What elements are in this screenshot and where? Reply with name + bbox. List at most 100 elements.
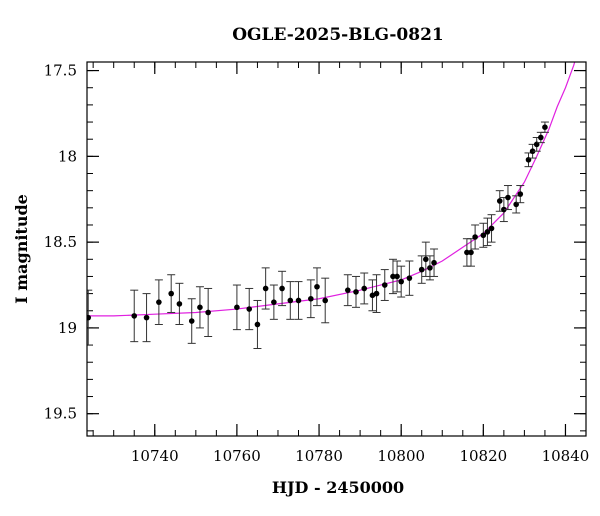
point-marker xyxy=(505,194,511,201)
data-point xyxy=(352,275,361,308)
data-point xyxy=(405,260,414,296)
data-point xyxy=(516,185,525,204)
point-marker xyxy=(168,290,174,297)
x-axis-label: HJD - 2450000 xyxy=(272,478,404,497)
point-marker xyxy=(431,259,437,266)
x-tick-label: 10800 xyxy=(377,447,425,465)
data-point xyxy=(175,282,184,325)
y-tick-label: 18.5 xyxy=(44,233,77,251)
plot-frame xyxy=(86,61,587,437)
data-point xyxy=(195,286,204,329)
point-marker xyxy=(246,306,253,312)
point-marker xyxy=(322,297,329,304)
point-marker xyxy=(464,249,470,256)
point-marker xyxy=(488,225,495,232)
point-marker xyxy=(406,275,413,281)
data-point xyxy=(421,241,430,277)
y-tick-label: 19.5 xyxy=(44,405,77,423)
data-point xyxy=(154,279,163,325)
point-marker xyxy=(262,285,269,292)
data-point xyxy=(130,289,139,343)
point-marker xyxy=(381,282,388,288)
data-point xyxy=(312,267,321,307)
point-marker xyxy=(87,314,92,321)
point-marker xyxy=(517,191,524,197)
point-marker xyxy=(131,313,138,319)
data-point xyxy=(306,279,315,319)
point-marker xyxy=(468,249,474,256)
point-marker xyxy=(295,297,302,304)
data-point xyxy=(380,269,389,301)
point-marker xyxy=(156,299,162,305)
point-marker xyxy=(188,318,195,324)
data-points-layer xyxy=(87,121,549,350)
point-marker xyxy=(197,304,203,311)
data-point xyxy=(471,224,480,250)
point-marker xyxy=(279,285,285,292)
y-tick-label: 18 xyxy=(58,147,77,165)
data-point xyxy=(187,298,196,344)
data-point xyxy=(540,121,549,133)
data-point xyxy=(87,289,93,346)
point-marker xyxy=(484,229,491,235)
point-marker xyxy=(254,321,261,328)
data-point xyxy=(430,248,439,277)
data-point xyxy=(167,274,176,313)
data-point xyxy=(479,222,488,248)
point-marker xyxy=(287,297,294,304)
data-point xyxy=(495,190,504,212)
point-marker xyxy=(529,148,536,155)
point-marker xyxy=(361,285,368,292)
data-point xyxy=(487,214,496,243)
chart-title: OGLE-2025-BLG-0821 xyxy=(232,25,444,45)
data-point xyxy=(372,274,381,313)
data-point xyxy=(343,274,352,307)
x-tick-label: 10740 xyxy=(131,447,179,465)
data-point xyxy=(204,287,213,337)
data-point xyxy=(261,267,270,310)
x-tick-label: 10820 xyxy=(459,447,507,465)
y-tick-label: 17.5 xyxy=(44,62,77,80)
data-point xyxy=(286,281,295,320)
point-marker xyxy=(501,206,507,213)
data-point xyxy=(483,217,492,247)
point-marker xyxy=(394,273,400,280)
data-point xyxy=(269,284,278,320)
plot-area xyxy=(87,62,576,350)
point-marker xyxy=(427,265,433,271)
point-marker xyxy=(353,289,359,295)
point-marker xyxy=(398,278,404,285)
point-marker xyxy=(423,256,429,263)
point-marker xyxy=(143,314,150,321)
data-point xyxy=(393,260,402,293)
data-point xyxy=(245,287,254,331)
point-marker xyxy=(538,134,544,141)
data-point xyxy=(417,255,426,284)
x-tick-label: 10760 xyxy=(213,447,261,465)
point-marker xyxy=(308,295,314,302)
data-point xyxy=(388,258,397,295)
point-marker xyxy=(480,232,487,239)
point-marker xyxy=(390,273,396,280)
data-point xyxy=(321,277,330,324)
data-point xyxy=(278,270,287,307)
data-point xyxy=(503,185,512,211)
data-point xyxy=(142,293,151,343)
data-point xyxy=(425,255,434,281)
data-point xyxy=(360,272,369,305)
x-tick-label: 10780 xyxy=(295,447,343,465)
point-marker xyxy=(542,124,548,130)
y-tick-label: 19 xyxy=(58,319,77,337)
point-marker xyxy=(234,304,240,311)
major-ticks xyxy=(87,62,586,436)
point-marker xyxy=(271,299,277,305)
tick-labels: 10740 10760 10780 10800 10820 10840 17.5 18 18.5… xyxy=(44,62,590,465)
point-marker xyxy=(176,301,183,307)
data-point xyxy=(294,281,303,320)
point-marker xyxy=(314,283,320,290)
data-point xyxy=(232,284,241,331)
x-tick-label: 10840 xyxy=(542,447,590,465)
point-marker xyxy=(418,266,425,273)
